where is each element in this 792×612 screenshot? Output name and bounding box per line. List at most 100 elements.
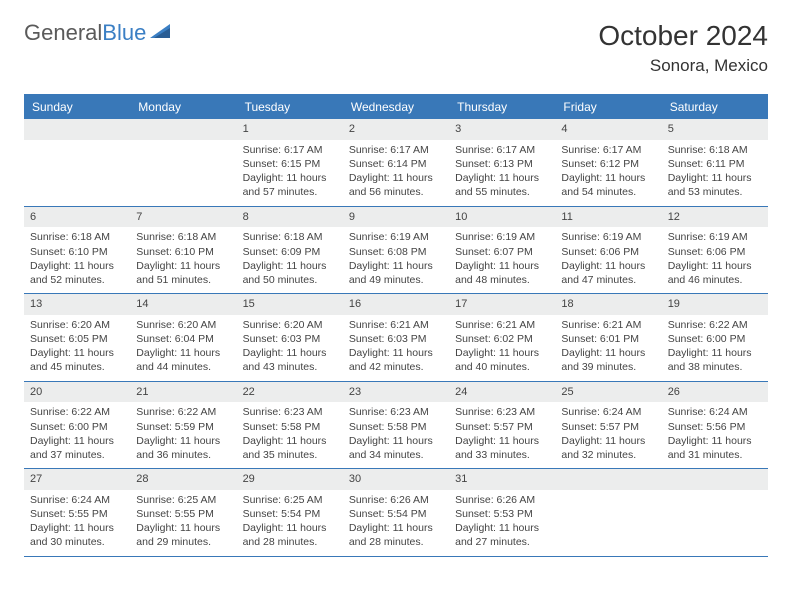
day-body: Sunrise: 6:23 AMSunset: 5:58 PMDaylight:… xyxy=(343,402,449,468)
sunset-text: Sunset: 5:55 PM xyxy=(136,507,230,521)
daylight-text: Daylight: 11 hours and 37 minutes. xyxy=(30,434,124,462)
day-number: 31 xyxy=(449,469,555,490)
day-cell: 12Sunrise: 6:19 AMSunset: 6:06 PMDayligh… xyxy=(662,207,768,294)
sunrise-text: Sunrise: 6:17 AM xyxy=(455,143,549,157)
day-number xyxy=(130,119,236,140)
day-body: Sunrise: 6:17 AMSunset: 6:14 PMDaylight:… xyxy=(343,140,449,206)
sunrise-text: Sunrise: 6:26 AM xyxy=(455,493,549,507)
sunset-text: Sunset: 6:12 PM xyxy=(561,157,655,171)
daylight-text: Daylight: 11 hours and 33 minutes. xyxy=(455,434,549,462)
day-cell xyxy=(662,469,768,556)
sunrise-text: Sunrise: 6:23 AM xyxy=(243,405,337,419)
day-number: 13 xyxy=(24,294,130,315)
day-body: Sunrise: 6:18 AMSunset: 6:11 PMDaylight:… xyxy=(662,140,768,206)
day-cell: 19Sunrise: 6:22 AMSunset: 6:00 PMDayligh… xyxy=(662,294,768,381)
day-number: 5 xyxy=(662,119,768,140)
day-body: Sunrise: 6:26 AMSunset: 5:54 PMDaylight:… xyxy=(343,490,449,556)
weekday-header: Thursday xyxy=(449,95,555,119)
day-cell: 15Sunrise: 6:20 AMSunset: 6:03 PMDayligh… xyxy=(237,294,343,381)
day-number: 3 xyxy=(449,119,555,140)
week-row: 20Sunrise: 6:22 AMSunset: 6:00 PMDayligh… xyxy=(24,382,768,470)
sunset-text: Sunset: 6:04 PM xyxy=(136,332,230,346)
day-cell: 14Sunrise: 6:20 AMSunset: 6:04 PMDayligh… xyxy=(130,294,236,381)
header: GeneralBlue October 2024 Sonora, Mexico xyxy=(24,20,768,76)
sunrise-text: Sunrise: 6:25 AM xyxy=(136,493,230,507)
sunset-text: Sunset: 6:06 PM xyxy=(668,245,762,259)
day-number: 21 xyxy=(130,382,236,403)
day-body: Sunrise: 6:23 AMSunset: 5:58 PMDaylight:… xyxy=(237,402,343,468)
sunset-text: Sunset: 6:09 PM xyxy=(243,245,337,259)
day-body: Sunrise: 6:20 AMSunset: 6:05 PMDaylight:… xyxy=(24,315,130,381)
sunrise-text: Sunrise: 6:21 AM xyxy=(455,318,549,332)
sunrise-text: Sunrise: 6:20 AM xyxy=(243,318,337,332)
daylight-text: Daylight: 11 hours and 48 minutes. xyxy=(455,259,549,287)
day-cell: 13Sunrise: 6:20 AMSunset: 6:05 PMDayligh… xyxy=(24,294,130,381)
day-cell: 28Sunrise: 6:25 AMSunset: 5:55 PMDayligh… xyxy=(130,469,236,556)
day-body: Sunrise: 6:19 AMSunset: 6:06 PMDaylight:… xyxy=(555,227,661,293)
sunset-text: Sunset: 6:10 PM xyxy=(30,245,124,259)
weeks-container: 1Sunrise: 6:17 AMSunset: 6:15 PMDaylight… xyxy=(24,119,768,557)
sunrise-text: Sunrise: 6:18 AM xyxy=(243,230,337,244)
sunset-text: Sunset: 5:54 PM xyxy=(349,507,443,521)
day-number: 7 xyxy=(130,207,236,228)
day-body: Sunrise: 6:26 AMSunset: 5:53 PMDaylight:… xyxy=(449,490,555,556)
day-number: 30 xyxy=(343,469,449,490)
daylight-text: Daylight: 11 hours and 57 minutes. xyxy=(243,171,337,199)
sunset-text: Sunset: 5:57 PM xyxy=(561,420,655,434)
day-cell: 6Sunrise: 6:18 AMSunset: 6:10 PMDaylight… xyxy=(24,207,130,294)
logo-text-part2: Blue xyxy=(102,20,146,45)
daylight-text: Daylight: 11 hours and 51 minutes. xyxy=(136,259,230,287)
sunset-text: Sunset: 6:06 PM xyxy=(561,245,655,259)
daylight-text: Daylight: 11 hours and 42 minutes. xyxy=(349,346,443,374)
sunrise-text: Sunrise: 6:25 AM xyxy=(243,493,337,507)
day-cell: 17Sunrise: 6:21 AMSunset: 6:02 PMDayligh… xyxy=(449,294,555,381)
day-body: Sunrise: 6:21 AMSunset: 6:01 PMDaylight:… xyxy=(555,315,661,381)
sunrise-text: Sunrise: 6:26 AM xyxy=(349,493,443,507)
week-row: 27Sunrise: 6:24 AMSunset: 5:55 PMDayligh… xyxy=(24,469,768,557)
day-number: 6 xyxy=(24,207,130,228)
daylight-text: Daylight: 11 hours and 47 minutes. xyxy=(561,259,655,287)
sunset-text: Sunset: 5:55 PM xyxy=(30,507,124,521)
day-cell: 20Sunrise: 6:22 AMSunset: 6:00 PMDayligh… xyxy=(24,382,130,469)
daylight-text: Daylight: 11 hours and 28 minutes. xyxy=(243,521,337,549)
sunset-text: Sunset: 6:01 PM xyxy=(561,332,655,346)
day-cell: 25Sunrise: 6:24 AMSunset: 5:57 PMDayligh… xyxy=(555,382,661,469)
sunset-text: Sunset: 5:58 PM xyxy=(349,420,443,434)
sunrise-text: Sunrise: 6:18 AM xyxy=(136,230,230,244)
day-body: Sunrise: 6:19 AMSunset: 6:07 PMDaylight:… xyxy=(449,227,555,293)
day-cell: 24Sunrise: 6:23 AMSunset: 5:57 PMDayligh… xyxy=(449,382,555,469)
sunrise-text: Sunrise: 6:20 AM xyxy=(30,318,124,332)
sunset-text: Sunset: 6:15 PM xyxy=(243,157,337,171)
daylight-text: Daylight: 11 hours and 52 minutes. xyxy=(30,259,124,287)
day-cell xyxy=(130,119,236,206)
sunrise-text: Sunrise: 6:23 AM xyxy=(455,405,549,419)
day-cell: 3Sunrise: 6:17 AMSunset: 6:13 PMDaylight… xyxy=(449,119,555,206)
day-cell: 9Sunrise: 6:19 AMSunset: 6:08 PMDaylight… xyxy=(343,207,449,294)
day-number: 8 xyxy=(237,207,343,228)
day-body: Sunrise: 6:24 AMSunset: 5:55 PMDaylight:… xyxy=(24,490,130,556)
day-cell: 5Sunrise: 6:18 AMSunset: 6:11 PMDaylight… xyxy=(662,119,768,206)
daylight-text: Daylight: 11 hours and 30 minutes. xyxy=(30,521,124,549)
day-body: Sunrise: 6:20 AMSunset: 6:03 PMDaylight:… xyxy=(237,315,343,381)
day-number: 11 xyxy=(555,207,661,228)
day-number: 15 xyxy=(237,294,343,315)
day-number: 25 xyxy=(555,382,661,403)
day-number: 9 xyxy=(343,207,449,228)
day-body: Sunrise: 6:22 AMSunset: 6:00 PMDaylight:… xyxy=(662,315,768,381)
daylight-text: Daylight: 11 hours and 49 minutes. xyxy=(349,259,443,287)
sunrise-text: Sunrise: 6:24 AM xyxy=(561,405,655,419)
day-body: Sunrise: 6:17 AMSunset: 6:15 PMDaylight:… xyxy=(237,140,343,206)
day-body: Sunrise: 6:18 AMSunset: 6:10 PMDaylight:… xyxy=(24,227,130,293)
weekday-header: Monday xyxy=(130,95,236,119)
calendar: Sunday Monday Tuesday Wednesday Thursday… xyxy=(24,94,768,557)
daylight-text: Daylight: 11 hours and 28 minutes. xyxy=(349,521,443,549)
day-cell: 16Sunrise: 6:21 AMSunset: 6:03 PMDayligh… xyxy=(343,294,449,381)
sunset-text: Sunset: 6:14 PM xyxy=(349,157,443,171)
day-body: Sunrise: 6:17 AMSunset: 6:12 PMDaylight:… xyxy=(555,140,661,206)
day-number: 18 xyxy=(555,294,661,315)
sunrise-text: Sunrise: 6:24 AM xyxy=(30,493,124,507)
logo-text: GeneralBlue xyxy=(24,20,146,46)
sunset-text: Sunset: 6:13 PM xyxy=(455,157,549,171)
day-body: Sunrise: 6:23 AMSunset: 5:57 PMDaylight:… xyxy=(449,402,555,468)
daylight-text: Daylight: 11 hours and 43 minutes. xyxy=(243,346,337,374)
